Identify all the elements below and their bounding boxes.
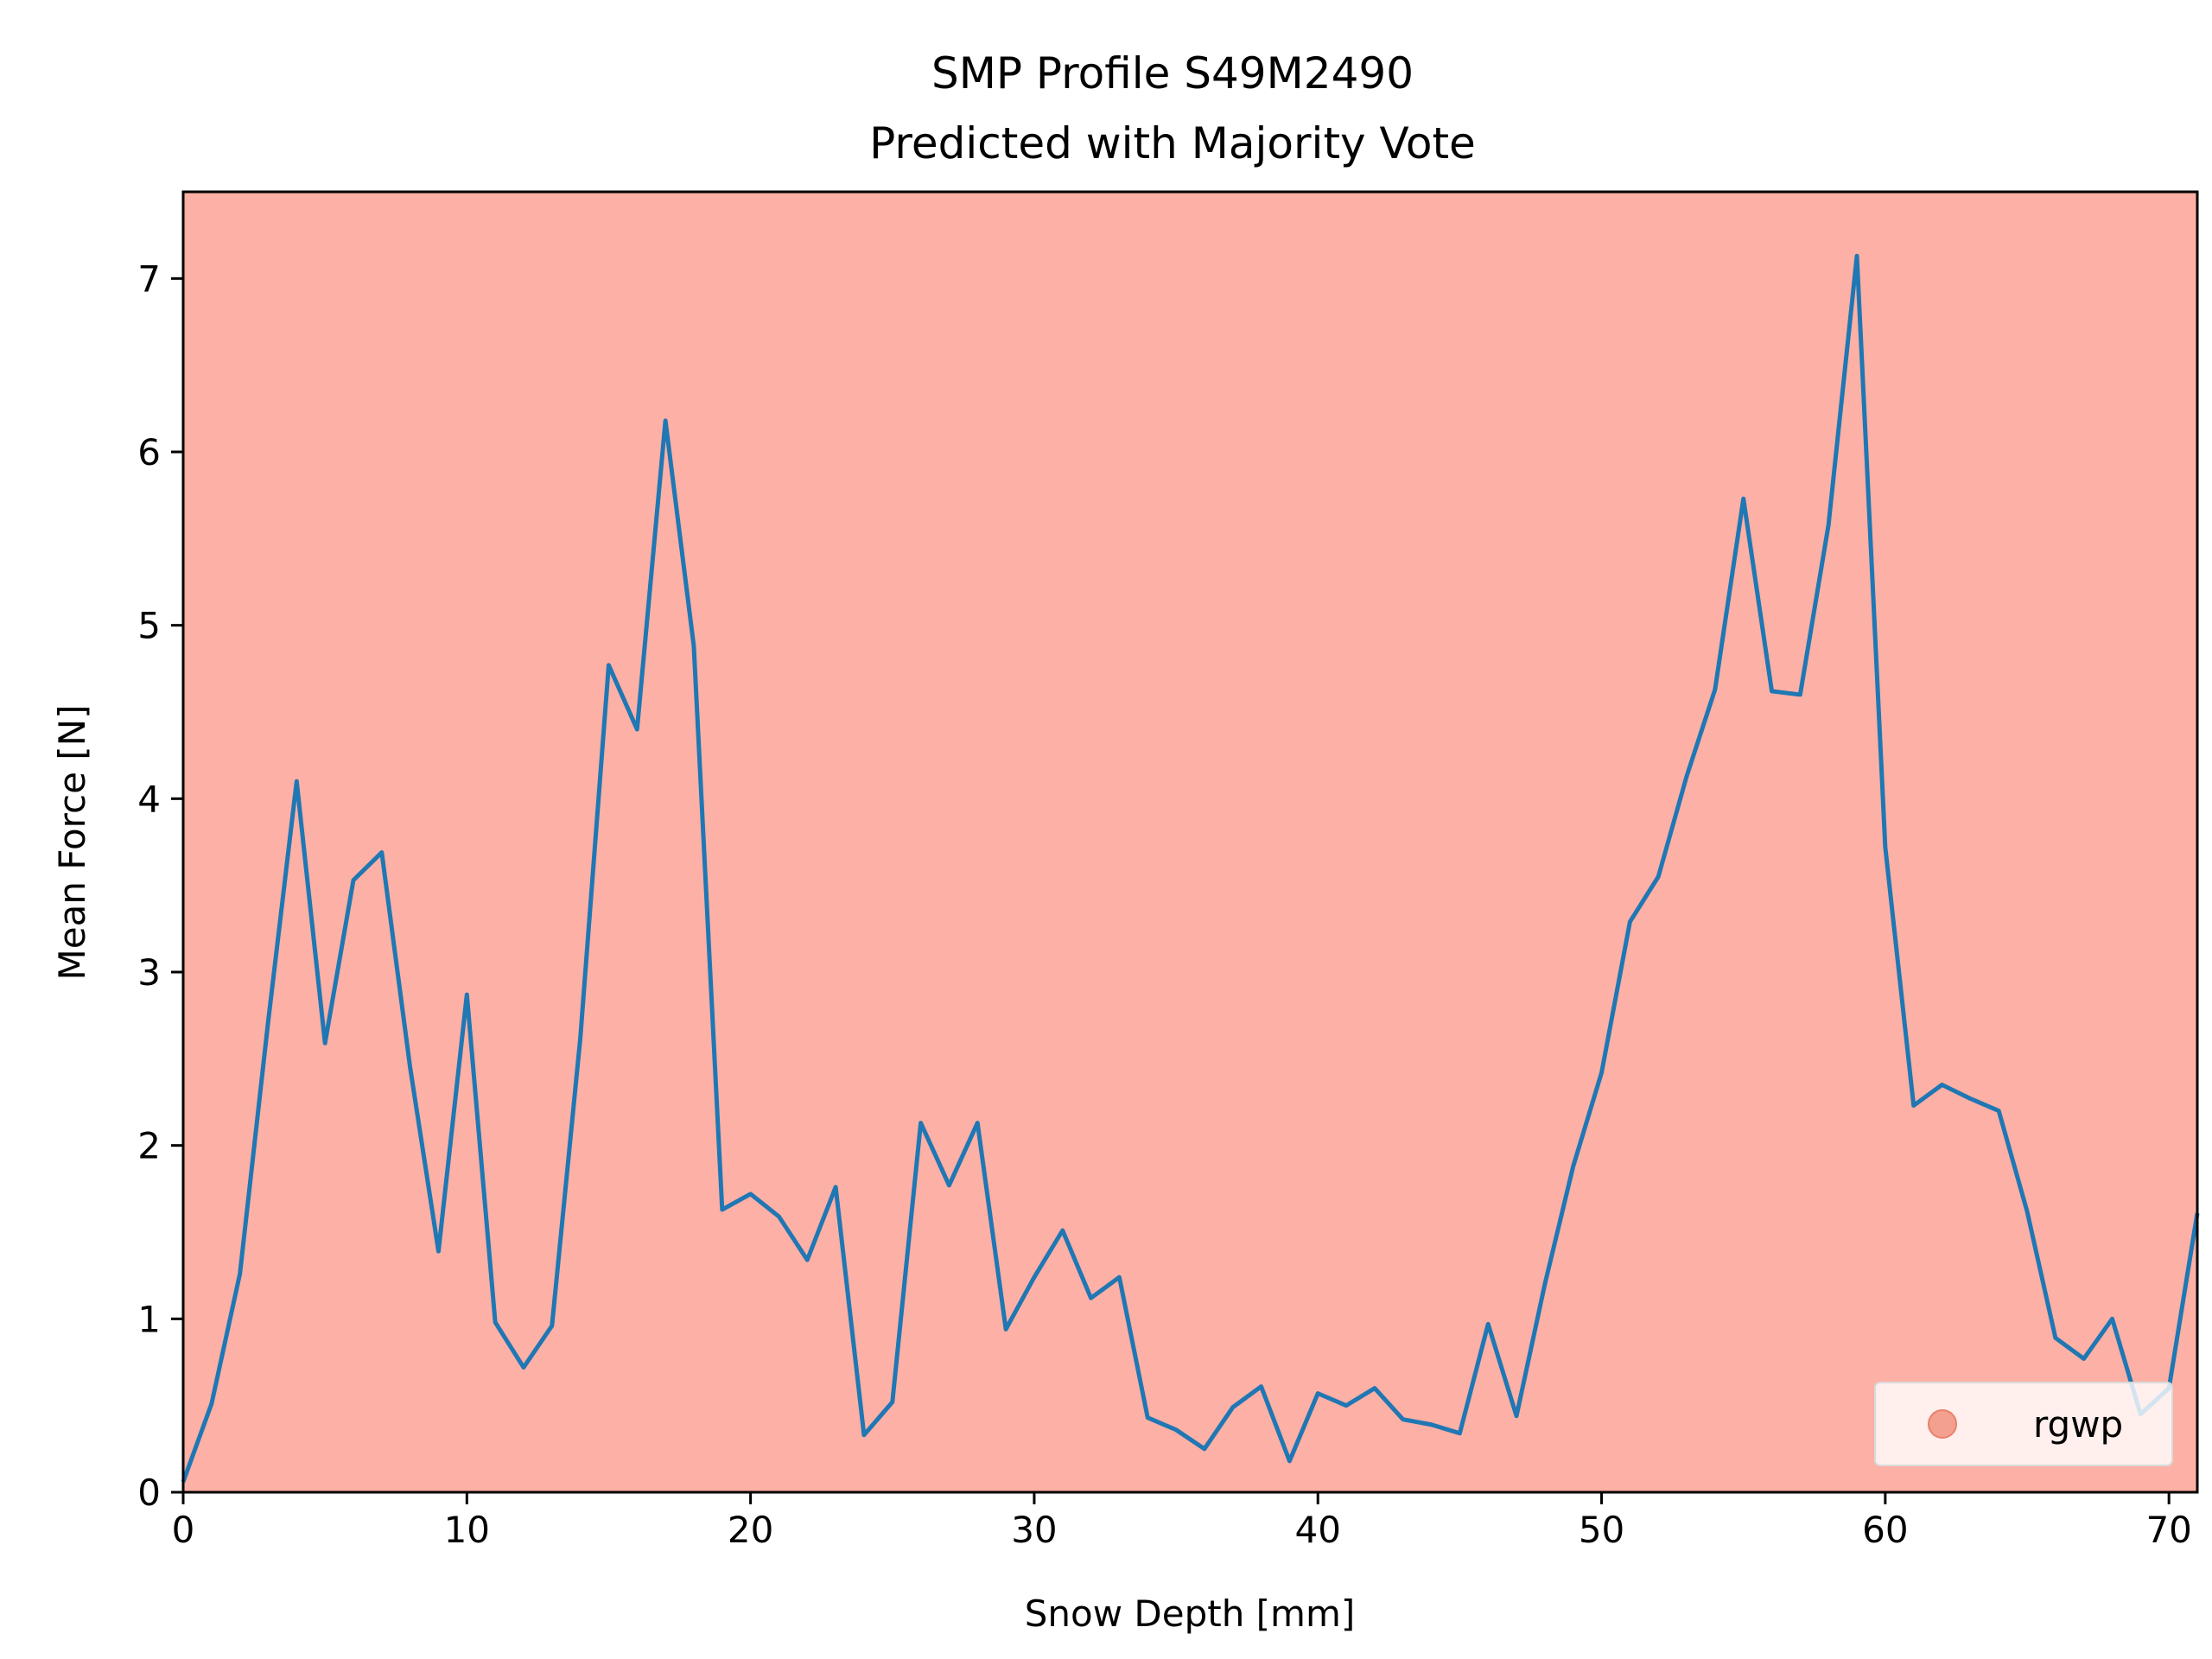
x-tick-label: 40 — [1295, 1509, 1341, 1551]
x-axis-label: Snow Depth [mm] — [1025, 1592, 1356, 1635]
x-tick-label: 10 — [444, 1509, 490, 1551]
y-tick-label: 4 — [137, 778, 161, 820]
plot-frame — [181, 190, 2199, 1494]
y-tick-label: 1 — [137, 1298, 161, 1340]
y-tick-label: 5 — [137, 605, 161, 647]
y-tick-label: 7 — [137, 257, 161, 300]
x-tick-label: 20 — [728, 1509, 773, 1551]
x-tick-label: 70 — [2145, 1509, 2191, 1551]
legend-box — [1874, 1382, 2173, 1466]
y-tick-label: 2 — [137, 1125, 161, 1167]
legend-marker-icon — [1928, 1409, 1957, 1439]
x-axis-ticks: 0 10 20 30 40 50 60 70 — [172, 1492, 2192, 1551]
y-axis-label: Mean Force [N] — [51, 705, 93, 981]
y-tick-label: 0 — [137, 1471, 161, 1514]
x-tick-label: 60 — [1862, 1509, 1908, 1551]
chart-title: SMP Profile S49M2490 — [931, 48, 1414, 99]
x-tick-label: 0 — [172, 1509, 195, 1551]
x-tick-label: 30 — [1011, 1509, 1057, 1551]
chart-subtitle: Predicted with Majority Vote — [869, 118, 1476, 168]
y-tick-label: 3 — [137, 951, 161, 994]
legend: rgwp — [1874, 1382, 2173, 1466]
line-layer — [181, 253, 2200, 1483]
y-tick-label: 6 — [137, 431, 161, 474]
plot-background — [183, 192, 2197, 1492]
series-line — [181, 253, 2200, 1483]
legend-label: rgwp — [2033, 1403, 2123, 1446]
y-axis-ticks: 0 1 2 3 4 5 6 7 — [137, 257, 183, 1514]
x-tick-label: 50 — [1579, 1509, 1624, 1551]
